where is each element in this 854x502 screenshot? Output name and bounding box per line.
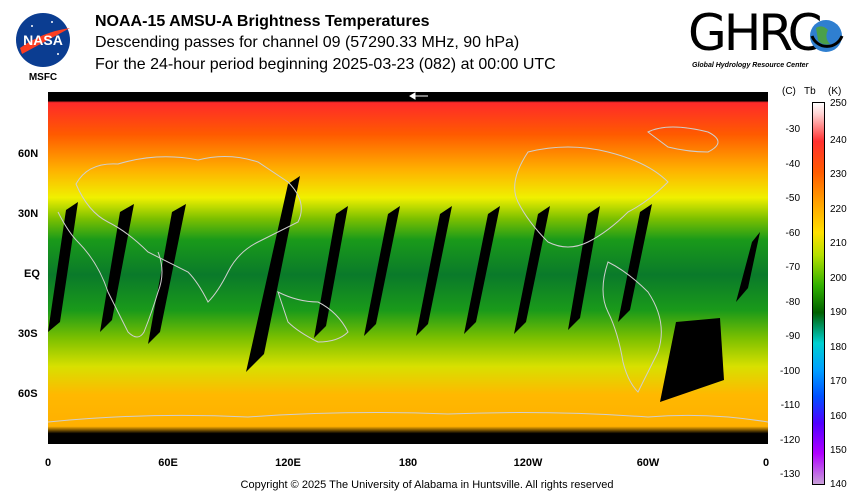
kelvin-tick: 220 — [830, 204, 847, 215]
kelvin-tick: 150 — [830, 445, 847, 456]
colorbar — [812, 102, 825, 485]
colorbar-header-kelvin: (K) — [828, 86, 842, 97]
celsius-tick: -70 — [785, 262, 800, 273]
lat-label-eq: EQ — [24, 268, 40, 280]
lon-label-120e: 120E — [275, 457, 301, 469]
lat-label-30n: 30N — [18, 208, 39, 220]
kelvin-tick: 210 — [830, 238, 847, 249]
celsius-tick: -100 — [779, 366, 800, 377]
kelvin-tick: 180 — [830, 342, 847, 353]
copyright-notice: Copyright © 2025 The University of Alaba… — [240, 479, 614, 491]
celsius-tick: -80 — [785, 297, 800, 308]
colorbar-header-tb: Tb — [804, 86, 816, 97]
celsius-tick: -130 — [779, 469, 800, 480]
lat-label-60n: 60N — [18, 148, 39, 160]
coastlines — [48, 126, 768, 423]
nasa-caption: MSFC — [29, 72, 57, 82]
orbit-gaps — [48, 176, 760, 402]
nasa-wordmark: NASA — [23, 32, 63, 48]
title-line-1: NOAA-15 AMSU-A Brightness Temperatures — [95, 13, 430, 30]
kelvin-tick: 160 — [830, 411, 847, 422]
lon-label-60e: 60E — [158, 457, 178, 469]
kelvin-tick: 190 — [830, 307, 847, 318]
kelvin-tick: 200 — [830, 273, 847, 284]
title-line-2: Descending passes for channel 09 (57290.… — [95, 34, 520, 51]
lon-label-120w: 120W — [513, 457, 543, 469]
lon-label-0-right: 0 — [762, 457, 770, 469]
lon-label-0-left: 0 — [44, 457, 52, 469]
celsius-tick: -40 — [785, 159, 800, 170]
celsius-tick: -60 — [785, 228, 800, 239]
kelvin-tick: 250 — [830, 98, 847, 109]
celsius-tick: -120 — [779, 435, 800, 446]
kelvin-tick: 140 — [830, 479, 847, 490]
nasa-logo: NASA MSFC — [12, 10, 74, 83]
temperature-field — [48, 92, 768, 444]
kelvin-tick: 230 — [830, 169, 847, 180]
title-block: NOAA-15 AMSU-A Brightness Temperatures D… — [95, 12, 556, 76]
kelvin-tick: 170 — [830, 376, 847, 387]
celsius-tick: -30 — [785, 124, 800, 135]
lon-label-60w: 60W — [636, 457, 660, 469]
ghrc-caption: Global Hydrology Resource Center — [692, 62, 809, 69]
colorbar-header-celsius: (C) — [782, 86, 796, 97]
ghrc-logo: GHRC Global Hydrology Resource Center — [688, 4, 848, 76]
celsius-tick: -50 — [785, 193, 800, 204]
lat-label-30s: 30S — [18, 328, 38, 340]
lon-label-180: 180 — [398, 457, 418, 469]
brightness-temperature-map — [48, 92, 768, 444]
globe-icon — [810, 20, 844, 52]
lat-label-60s: 60S — [18, 388, 38, 400]
celsius-tick: -90 — [785, 331, 800, 342]
kelvin-tick: 240 — [830, 135, 847, 146]
celsius-tick: -110 — [780, 400, 800, 411]
arrow-left-icon — [409, 92, 428, 100]
ghrc-wordmark: GHRC — [688, 4, 823, 62]
title-line-3: For the 24-hour period beginning 2025-03… — [95, 56, 556, 73]
